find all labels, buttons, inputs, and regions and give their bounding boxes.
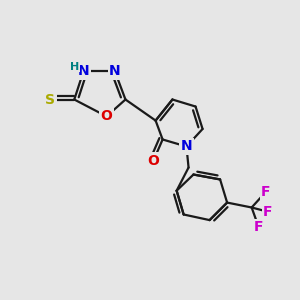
Text: O: O — [148, 154, 159, 167]
Text: N: N — [78, 64, 89, 79]
Text: F: F — [263, 205, 272, 219]
Text: N: N — [181, 140, 192, 154]
Text: N: N — [109, 64, 121, 79]
Text: O: O — [100, 109, 112, 123]
Text: F: F — [261, 185, 270, 199]
Text: H: H — [70, 61, 80, 72]
Text: S: S — [45, 92, 56, 106]
Text: F: F — [254, 220, 263, 234]
